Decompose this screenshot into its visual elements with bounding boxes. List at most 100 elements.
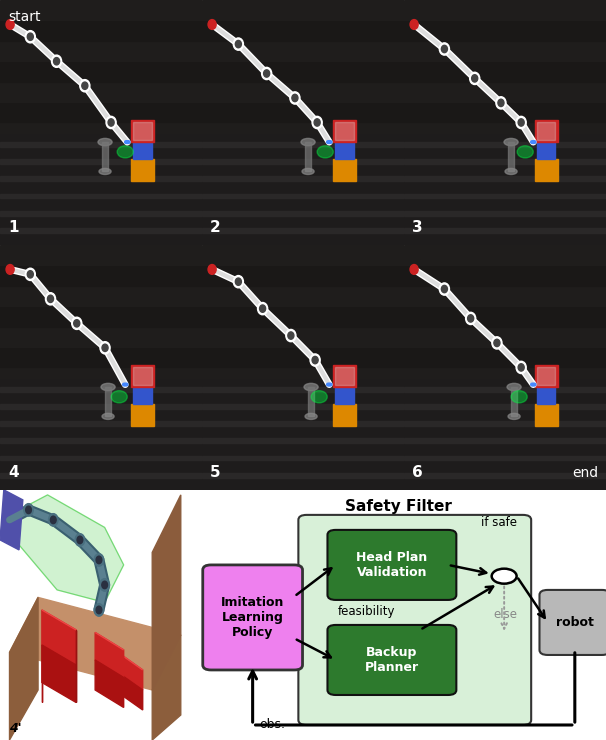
Bar [0, 449, 202, 469]
Bar [404, 211, 606, 215]
Ellipse shape [99, 169, 111, 175]
Ellipse shape [98, 138, 112, 146]
Bar [202, 204, 404, 224]
Bar [102, 142, 108, 172]
Ellipse shape [301, 138, 315, 146]
Circle shape [494, 339, 500, 346]
Polygon shape [95, 633, 124, 650]
Circle shape [80, 80, 90, 92]
Bar [0, 306, 202, 326]
Bar [404, 228, 606, 232]
Circle shape [258, 303, 268, 314]
Bar [132, 159, 153, 181]
Polygon shape [118, 653, 143, 690]
Bar [538, 368, 556, 385]
Bar [202, 184, 404, 204]
Bar [404, 204, 606, 224]
Circle shape [47, 295, 53, 303]
Bar [0, 102, 202, 122]
Text: Backup
Planner: Backup Planner [365, 646, 419, 674]
Circle shape [208, 19, 216, 30]
Bar [404, 193, 606, 198]
Bar [202, 266, 404, 286]
Polygon shape [0, 490, 23, 550]
Bar [202, 81, 404, 102]
Bar [202, 159, 404, 164]
Circle shape [498, 99, 504, 107]
Circle shape [262, 67, 271, 80]
Bar [202, 224, 404, 245]
Bar [404, 449, 606, 469]
Bar [0, 135, 202, 245]
Circle shape [496, 97, 506, 109]
Bar [202, 421, 404, 426]
Text: feasibility: feasibility [338, 605, 395, 618]
Bar [202, 408, 404, 428]
Bar [404, 404, 606, 409]
Bar [202, 102, 404, 122]
Circle shape [25, 506, 32, 514]
Circle shape [441, 45, 447, 53]
Bar [202, 21, 404, 41]
Ellipse shape [504, 138, 518, 146]
FancyBboxPatch shape [327, 625, 456, 695]
Bar [0, 380, 202, 490]
Bar [538, 387, 556, 404]
Polygon shape [118, 653, 143, 670]
FancyBboxPatch shape [203, 565, 302, 670]
Bar [404, 81, 606, 102]
Bar [0, 421, 202, 426]
Bar [404, 122, 606, 143]
Bar [0, 0, 202, 21]
Ellipse shape [517, 146, 533, 158]
Bar [0, 326, 202, 347]
Circle shape [45, 293, 56, 305]
Bar [305, 142, 311, 172]
Text: 6: 6 [412, 465, 423, 480]
Bar [132, 120, 153, 142]
Bar [0, 122, 202, 143]
Bar [0, 204, 202, 224]
Ellipse shape [505, 169, 517, 175]
Bar [202, 122, 404, 143]
Circle shape [24, 504, 33, 516]
Polygon shape [42, 610, 76, 630]
Circle shape [77, 536, 83, 544]
Bar [0, 159, 202, 164]
Circle shape [233, 275, 244, 288]
Bar [404, 387, 606, 392]
Circle shape [6, 19, 14, 30]
Bar [202, 438, 404, 443]
Text: if safe: if safe [481, 516, 518, 529]
Bar [0, 473, 202, 477]
Bar [404, 61, 606, 81]
Bar [0, 81, 202, 102]
Circle shape [259, 305, 265, 312]
Ellipse shape [508, 414, 520, 420]
Bar [335, 142, 353, 159]
Bar [404, 0, 606, 21]
Bar [202, 387, 404, 392]
Bar [202, 380, 404, 490]
Bar [0, 404, 202, 409]
Circle shape [94, 554, 104, 566]
Text: start: start [8, 10, 41, 24]
Circle shape [48, 514, 58, 526]
Circle shape [6, 264, 14, 275]
Polygon shape [152, 635, 181, 740]
Bar [0, 266, 202, 286]
Circle shape [100, 342, 110, 354]
Circle shape [27, 271, 33, 278]
Ellipse shape [302, 169, 314, 175]
Bar [202, 245, 404, 266]
Bar [0, 164, 202, 184]
FancyBboxPatch shape [539, 590, 606, 655]
Bar [202, 326, 404, 347]
Bar [202, 228, 404, 232]
Bar [202, 473, 404, 477]
Bar [133, 368, 152, 385]
Bar [0, 286, 202, 306]
Circle shape [102, 344, 108, 352]
Circle shape [516, 116, 526, 129]
Bar [333, 365, 356, 387]
